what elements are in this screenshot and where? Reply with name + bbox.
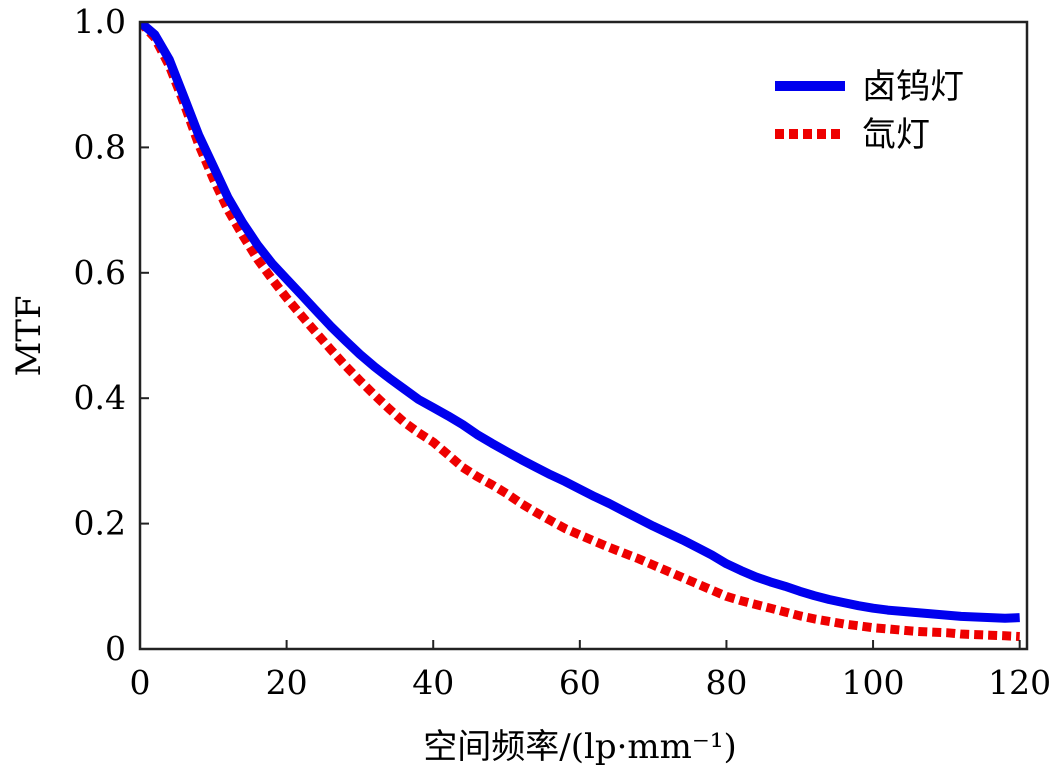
series-line-halogen [140,22,1020,623]
y-tick-label: 0 [105,629,126,668]
ticks-layer: 0 20 40 60 80 100 120 0 0.2 0.4 0.6 0.8 1.0 [74,2,1049,702]
y-tick-label: 0.4 [74,378,126,417]
x-tick-label: 20 [266,663,308,702]
x-tick-label: 0 [130,663,151,702]
series-line-xenon [140,22,1020,641]
x-tick-label: 40 [412,663,454,702]
x-tick-label: 120 [988,663,1049,702]
y-tick-label: 0.8 [74,127,126,166]
x-axis-label: 空间频率/(lp·mm⁻¹) [423,727,737,767]
y-axis-label: MTF [9,295,49,376]
x-tick-label: 80 [705,663,747,702]
x-tick-label: 100 [842,663,905,702]
y-tick-label: 0.6 [74,253,126,292]
y-tick-label: 0.2 [74,504,126,543]
legend-label-xenon: 氙灯 [862,115,930,155]
plot-frame [138,20,1029,651]
y-tick-label: 1.0 [74,2,126,41]
series-layer [140,22,1020,641]
x-tick-label: 60 [559,663,601,702]
legend-label-halogen: 卤钨灯 [862,67,964,107]
legend: 卤钨灯 氙灯 [775,67,964,155]
